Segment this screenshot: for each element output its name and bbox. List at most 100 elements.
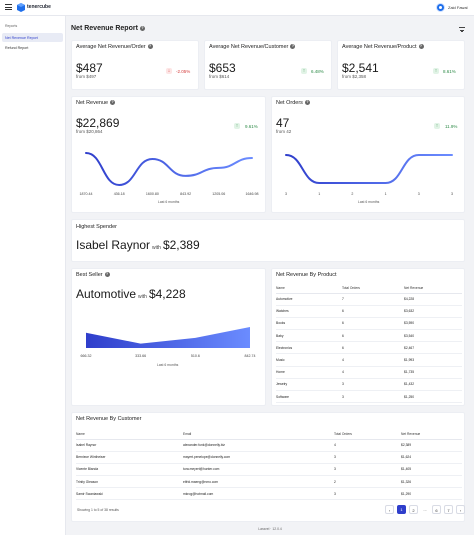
table-row: Isabel Raynor alexander.funk@donnelly.biz… (76, 439, 462, 452)
net-revenue-chart (85, 152, 253, 187)
card-title-text: Net Revenue By Product (276, 272, 337, 278)
table-cell: $1,624 (401, 451, 462, 464)
tick-label: 843.92 (180, 192, 192, 196)
brand-name: tenercube (27, 4, 51, 10)
table-header-row: Name Email Total Orders Net Revenue (76, 430, 462, 440)
table-cell: 4 (342, 366, 404, 379)
footer-text: Laravel · 12.0.4 (258, 527, 282, 531)
spender-name: Isabel Raynor (76, 238, 151, 252)
next-page-button[interactable]: › (456, 505, 465, 514)
series-area (86, 327, 250, 348)
kpi-title: Average Net Revenue/Order? (76, 44, 153, 50)
page-button-1[interactable]: 1 (397, 505, 406, 514)
chart-caption: Last 6 months (157, 363, 179, 367)
table-row: Books 6 $3,590 (276, 317, 462, 331)
tick-label: 3 (451, 192, 453, 196)
table-cell: $3,540 (404, 329, 462, 343)
table-cell: 6 (342, 341, 404, 355)
card-title-text: Net Revenue By Customer (76, 416, 142, 422)
kpi-card-customer: Average Net Revenue/Customer? $653 from … (204, 40, 332, 90)
table-cell: Automotive (276, 293, 342, 306)
sidebar-item-net-revenue-report[interactable]: Net Revenue Report (2, 33, 63, 42)
net-revenue-value: $22,869 (76, 116, 120, 130)
arrow-up-icon: ↑ (433, 68, 439, 74)
info-icon[interactable]: ? (147, 44, 153, 50)
table-cell: Berniece Wintheiser (76, 451, 183, 464)
kpi-title-text: Average Net Revenue/Order (76, 44, 146, 50)
prev-page-button[interactable]: ‹ (385, 505, 394, 514)
logo-icon (17, 3, 25, 12)
tick-label: 436.18 (113, 192, 125, 196)
highest-spender-value: Isabel Raynor with $2,389 (76, 238, 200, 252)
net-revenue-from: from $20,864 (76, 129, 103, 134)
best-seller-chart (86, 327, 250, 348)
tick-label: 2 (351, 192, 354, 196)
kpi-title: Average Net Revenue/Product? (342, 44, 424, 50)
info-icon[interactable]: ? (290, 44, 296, 50)
kpi-value: $487 (76, 61, 103, 75)
table-cell: Electronics (276, 341, 342, 355)
table-cell: 6 (342, 329, 404, 343)
tick-label: 3 (285, 192, 287, 196)
page-title: Net Revenue Report? (71, 25, 145, 32)
info-icon[interactable]: ? (139, 25, 145, 31)
table-cell: Trinity Gleason (76, 475, 183, 489)
table-cell: $3,590 (404, 317, 462, 331)
highest-spender-card: Highest Spender Isabel Raynor with $2,389 (71, 219, 465, 262)
table-cell: $2,389 (401, 439, 462, 452)
best-seller-amount: $4,228 (148, 287, 186, 301)
with-label: with (138, 294, 147, 300)
net-orders-value: 47 (276, 116, 290, 130)
arrow-down-icon: ↓ (166, 68, 172, 74)
with-label: with (152, 245, 161, 251)
tick-label: 3 (417, 192, 420, 196)
table-cell: Jewelry (276, 378, 342, 392)
revenue-by-customer-card: Net Revenue By Customer Name Email Total… (71, 412, 465, 522)
table-cell: Baby (276, 329, 342, 343)
info-icon[interactable]: ? (418, 44, 424, 50)
menu-icon[interactable] (5, 4, 12, 10)
column-header: Net Revenue (401, 430, 462, 440)
table-cell: Home (276, 366, 342, 379)
page-button-6[interactable]: 6 (432, 505, 441, 514)
best-seller-card: Best Seller? Automotive with $4,228 Last 6… (71, 268, 266, 406)
table-cell: $1,250 (404, 390, 462, 404)
user-avatar[interactable] (436, 3, 445, 12)
table-row: Automotive 7 $4,228 (276, 293, 462, 306)
net-orders-from: from 42 (276, 129, 292, 134)
page-button-2[interactable]: 2 (409, 505, 418, 514)
kpi-change: 6.48% (311, 69, 324, 74)
page-title-text: Net Revenue Report (71, 25, 138, 32)
info-icon[interactable]: ? (104, 272, 110, 278)
table-cell: 4 (342, 353, 404, 367)
table-cell: $3,632 (404, 305, 462, 318)
table-row: Watches 6 $3,632 (276, 305, 462, 318)
spender-amount: $2,389 (162, 238, 200, 252)
info-icon[interactable]: ? (304, 100, 310, 106)
net-revenue-card: Net Revenue? $22,869 from $20,864 ↑ 9.61… (71, 96, 266, 213)
table-cell: Samir Swaniawski (76, 487, 183, 501)
table-cell: tura.meyert@hunter.com (183, 463, 334, 477)
kpi-title-text: Average Net Revenue/Product (342, 44, 417, 50)
user-name[interactable]: Zaid Fawal (448, 5, 468, 10)
page-button-7[interactable]: 7 (444, 505, 453, 514)
kpi-from: from $2,358 (342, 74, 367, 79)
table-cell: Software (276, 390, 342, 404)
filter-icon[interactable] (459, 27, 465, 33)
table-cell: $1,405 (401, 463, 462, 477)
kpi-change: 8.61% (443, 69, 456, 74)
kpi-card-order: Average Net Revenue/Order? $487 from $49… (71, 40, 199, 90)
table-cell: 3 (334, 451, 401, 464)
net-revenue-change: 9.61% (245, 124, 258, 129)
table-cell: $4,228 (404, 293, 462, 306)
sidebar: Reports Net Revenue Report Refund Report (0, 16, 66, 535)
table-cell: mkrog@hotmail.com (183, 487, 334, 501)
tick-label: 1600.80 (145, 192, 159, 196)
info-icon[interactable]: ? (110, 100, 116, 106)
tick-label: 333.66 (135, 354, 147, 358)
column-header: Name (276, 284, 342, 294)
table-row: Home 4 $1,735 (276, 366, 462, 379)
column-header: Net Revenue (404, 284, 462, 294)
sidebar-item-refund-report[interactable]: Refund Report (5, 46, 29, 50)
kpi-value: $653 (209, 61, 236, 75)
